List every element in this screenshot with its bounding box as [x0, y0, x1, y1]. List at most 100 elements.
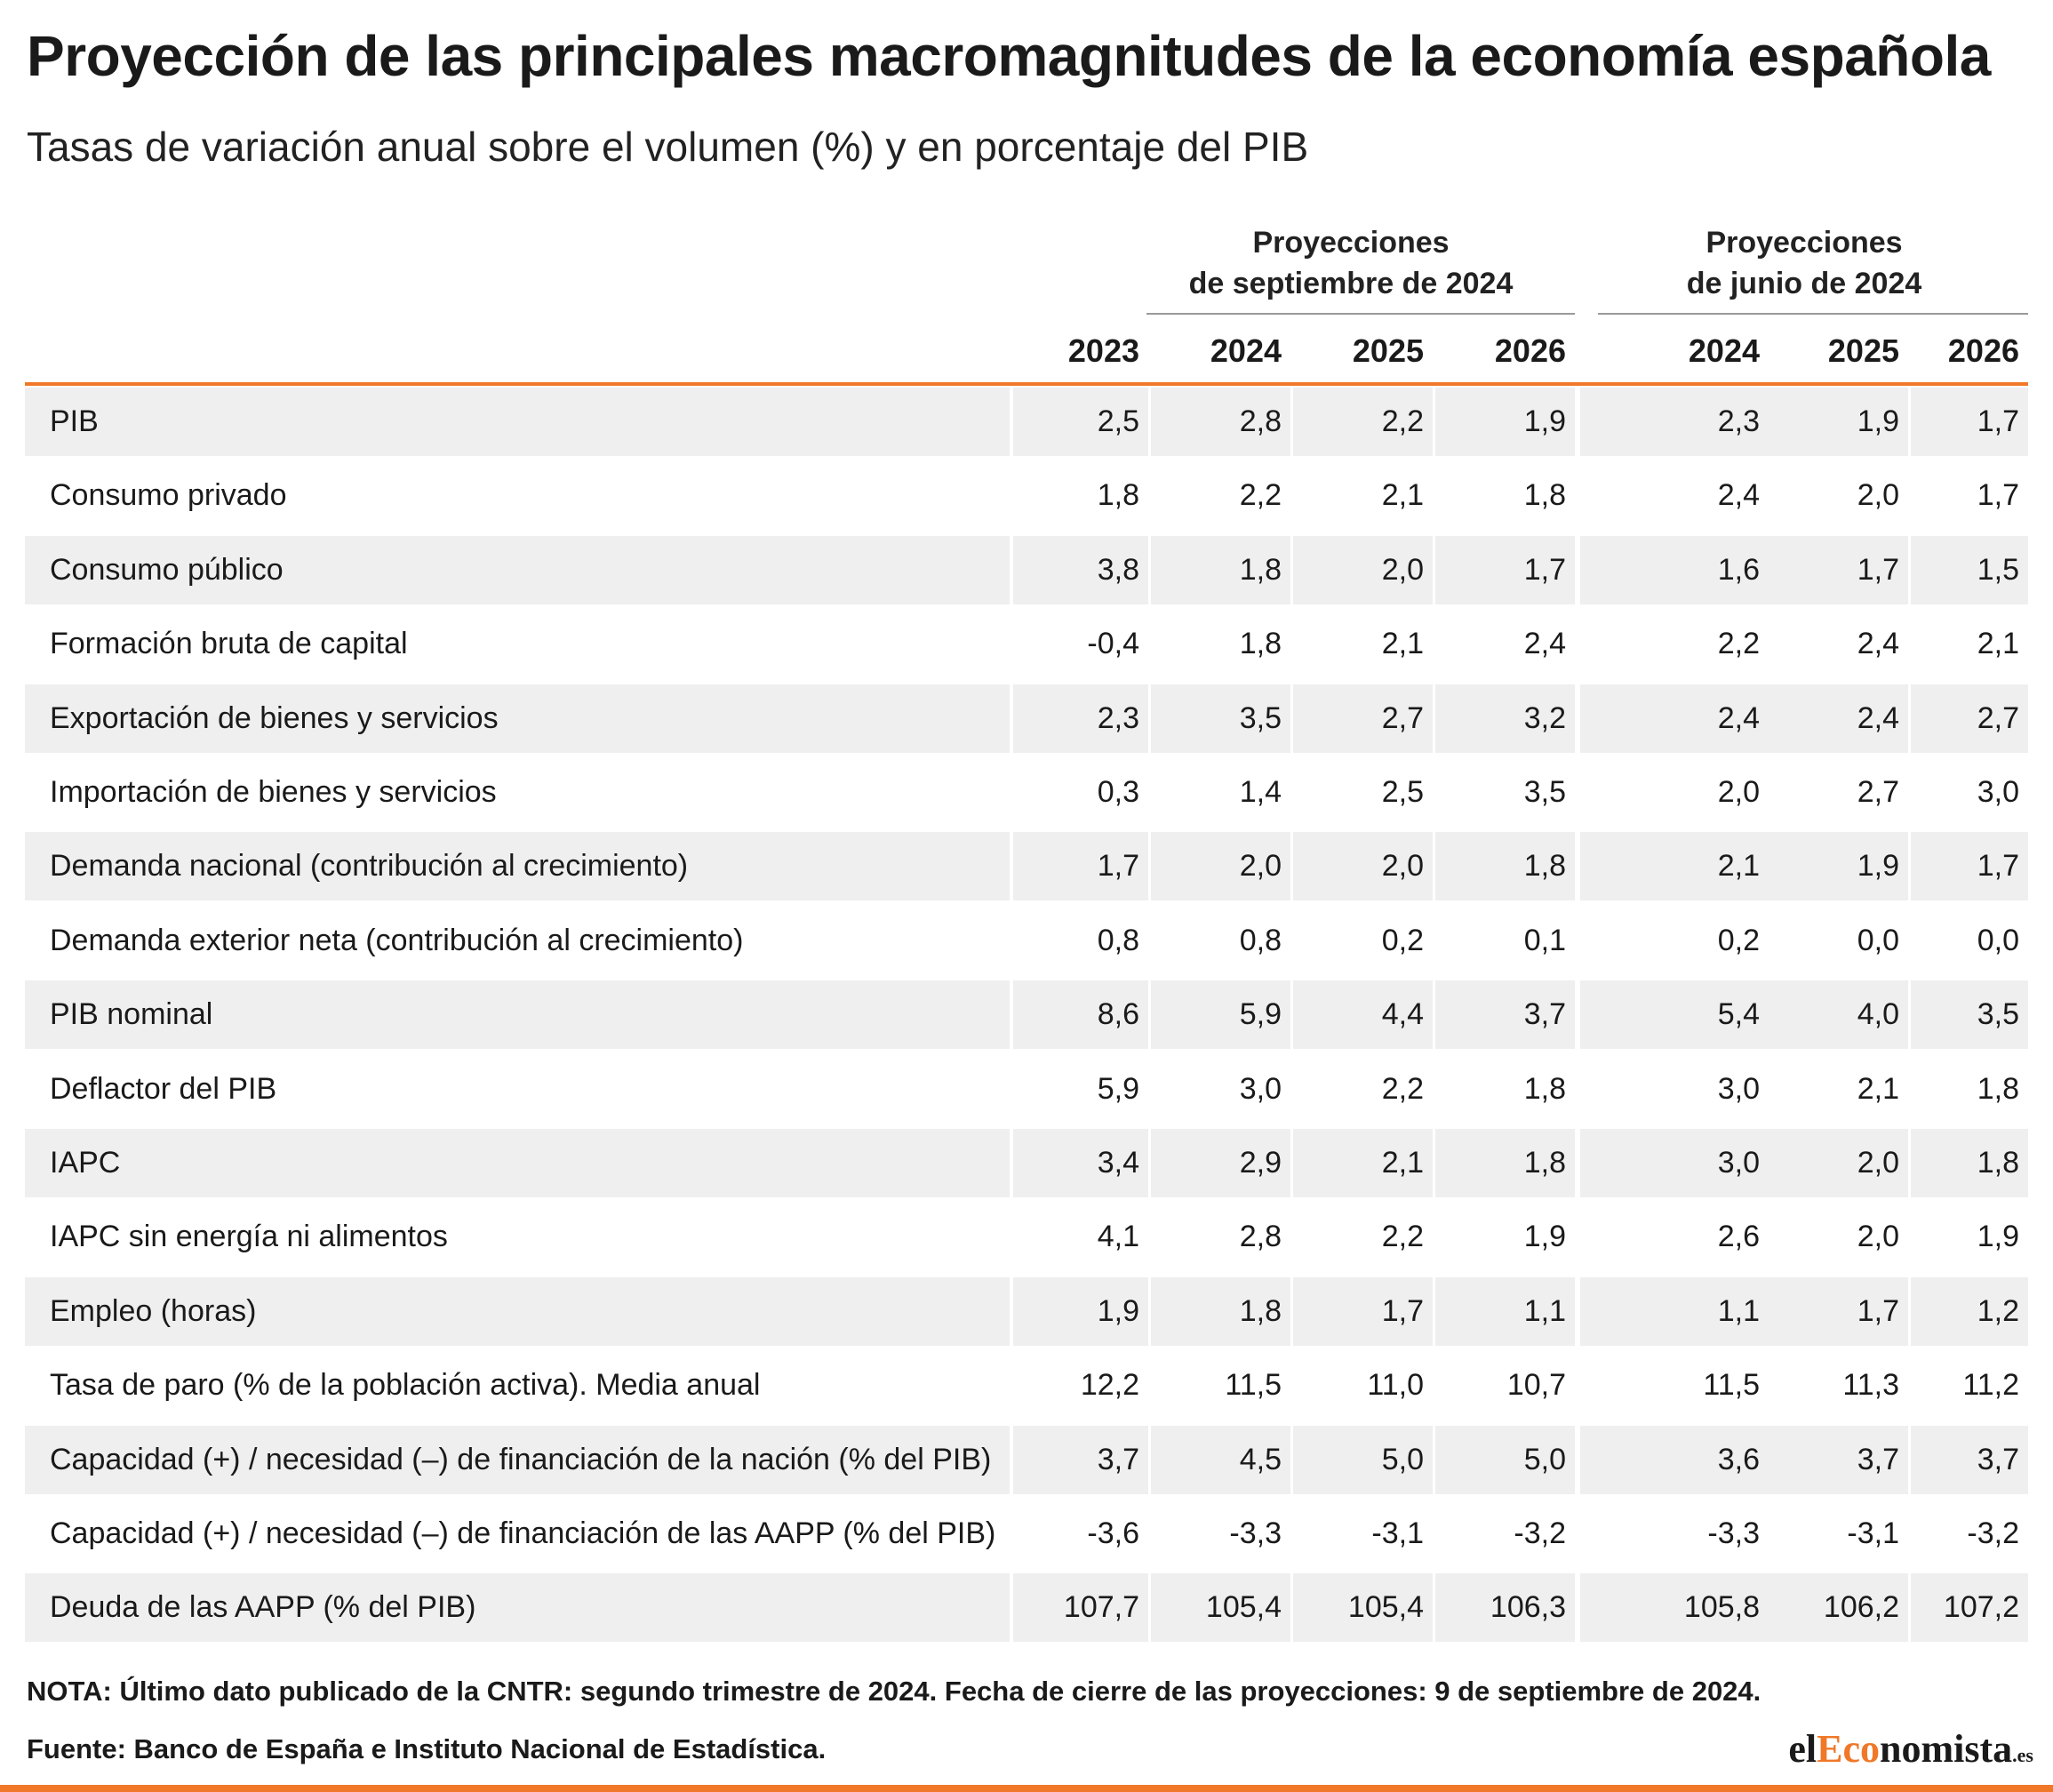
value-cell: 3,7 [1769, 1425, 1908, 1494]
page-title: Proyección de las principales macromagni… [27, 24, 1991, 88]
value-cell: 2,3 [1580, 388, 1769, 456]
value-cell: 1,8 [1977, 1071, 2019, 1106]
value-cell: 4,1 [1097, 1220, 1139, 1254]
value-cell: 105,8 [1580, 1573, 1769, 1643]
value-cell: 8,6 [1013, 980, 1148, 1050]
group-header-june-line1: Proyecciones [1706, 226, 1903, 260]
value-cell: 2,7 [1857, 775, 1899, 809]
table-row: Capacidad (+) / necesidad (–) de financi… [25, 1500, 2028, 1568]
value-cell: 2,4 [1857, 627, 1899, 661]
value-cell: 11,2 [1962, 1368, 2019, 1403]
value-cell: 1,9 [1013, 1276, 1148, 1346]
table-row: Exportación de bienes y servicios 2,3 3,5 2… [25, 684, 2028, 753]
value-cell: 3,6 [1580, 1425, 1769, 1494]
value-cell: 2,5 [1381, 775, 1424, 809]
value-cell: 2,1 [1580, 832, 1769, 901]
value-cell: 2,9 [1151, 1129, 1290, 1197]
value-cell: 1,8 [1523, 478, 1566, 513]
value-cell: 2,2 [1381, 1071, 1424, 1106]
value-cell: 1,7 [1977, 478, 2019, 513]
value-cell: 2,2 [1381, 1220, 1424, 1254]
value-cell: 4,0 [1769, 980, 1908, 1050]
table-row: Importación de bienes y servicios 0,3 1,4 2… [25, 758, 2028, 827]
value-cell: 2,0 [1769, 1129, 1908, 1197]
value-cell: 106,3 [1435, 1573, 1575, 1643]
row-label: Empleo (horas) [25, 1276, 1010, 1346]
value-cell: 3,5 [1523, 775, 1566, 809]
value-cell: 3,5 [1151, 684, 1290, 753]
value-cell: 3,0 [1580, 1129, 1769, 1197]
value-cell: 3,7 [1435, 980, 1575, 1050]
value-cell: 2,4 [1769, 684, 1908, 753]
logo-part-eco: Eco [1817, 1727, 1881, 1771]
year-header-6: 2026 [1947, 332, 2019, 369]
value-cell: 2,1 [1977, 627, 2019, 661]
year-header-1: 2024 [1210, 332, 1282, 369]
group-header-june-line2: de junio de 2024 [1686, 267, 1922, 300]
row-label: IAPC sin energía ni alimentos [50, 1220, 448, 1254]
table-row: Capacidad (+) / necesidad (–) de financi… [25, 1425, 2028, 1494]
value-cell: 1,8 [1435, 1129, 1575, 1197]
value-cell: 2,7 [1911, 684, 2028, 753]
value-cell: 0,8 [1239, 923, 1282, 957]
value-cell: 3,0 [1977, 775, 2019, 809]
row-label: Consumo público [25, 535, 1010, 604]
value-cell: 0,8 [1097, 923, 1139, 957]
value-cell: 2,5 [1013, 388, 1148, 456]
value-cell: 5,9 [1097, 1071, 1139, 1106]
value-cell: 0,0 [1977, 923, 2019, 957]
value-cell: 2,0 [1857, 1220, 1899, 1254]
value-cell: -3,3 [1229, 1516, 1282, 1550]
value-cell: 1,8 [1523, 1071, 1566, 1106]
row-label: Importación de bienes y servicios [50, 775, 497, 809]
value-cell: 2,0 [1857, 478, 1899, 513]
row-label: IAPC [25, 1129, 1010, 1197]
logo-part-tld: .es [2012, 1744, 2033, 1766]
row-label: Consumo privado [50, 478, 287, 513]
value-cell: 2,1 [1381, 478, 1424, 513]
group-header-september-line2: de septiembre de 2024 [1188, 267, 1514, 300]
value-cell: 2,0 [1717, 775, 1760, 809]
value-cell: 1,8 [1151, 1276, 1290, 1346]
value-cell: 2,4 [1580, 684, 1769, 753]
value-cell: 3,7 [1013, 1425, 1148, 1494]
value-cell: 0,0 [1857, 923, 1899, 957]
value-cell: 106,2 [1769, 1573, 1908, 1643]
value-cell: 1,8 [1911, 1129, 2028, 1197]
value-cell: 3,0 [1239, 1071, 1282, 1106]
row-label: PIB nominal [25, 980, 1010, 1050]
table-row: PIB 2,5 2,8 2,2 1,9 2,3 1,9 1,7 [25, 388, 2028, 456]
row-label: Formación bruta de capital [50, 627, 408, 661]
bottom-accent-bar [0, 1785, 2053, 1792]
value-cell: 1,2 [1911, 1276, 2028, 1346]
value-cell: 1,4 [1239, 775, 1282, 809]
value-cell: 2,1 [1857, 1071, 1899, 1106]
value-cell: 4,4 [1293, 980, 1433, 1050]
table-row: IAPC 3,4 2,9 2,1 1,8 3,0 2,0 1,8 [25, 1129, 2028, 1197]
value-cell: 3,8 [1013, 535, 1148, 604]
group-header-september-line1: Proyecciones [1252, 226, 1450, 260]
value-cell: 1,7 [1013, 832, 1148, 901]
value-cell: -0,4 [1087, 627, 1139, 661]
table-row: Deuda de las AAPP (% del PIB) 107,7 105,4 1… [25, 1573, 2028, 1643]
row-label: Exportación de bienes y servicios [25, 684, 1010, 753]
value-cell: 1,7 [1769, 535, 1908, 604]
value-cell: -3,3 [1707, 1516, 1760, 1550]
value-cell: 11,0 [1367, 1368, 1424, 1403]
year-header-3: 2026 [1494, 332, 1566, 369]
value-cell: 2,2 [1293, 388, 1433, 456]
value-cell: 5,0 [1435, 1425, 1575, 1494]
value-cell: 107,7 [1013, 1573, 1148, 1643]
value-cell: 1,8 [1239, 627, 1282, 661]
value-cell: 1,8 [1435, 832, 1575, 901]
value-cell: 2,1 [1293, 1129, 1433, 1197]
value-cell: -3,1 [1371, 1516, 1424, 1550]
value-cell: 3,2 [1435, 684, 1575, 753]
row-label: Demanda nacional (contribución al crecim… [25, 832, 1010, 901]
value-cell: 3,4 [1013, 1129, 1148, 1197]
row-label: Deuda de las AAPP (% del PIB) [25, 1573, 1010, 1643]
value-cell: 0,2 [1717, 923, 1760, 957]
value-cell: 5,4 [1580, 980, 1769, 1050]
year-header-4: 2024 [1688, 332, 1760, 369]
value-cell: 5,0 [1293, 1425, 1433, 1494]
